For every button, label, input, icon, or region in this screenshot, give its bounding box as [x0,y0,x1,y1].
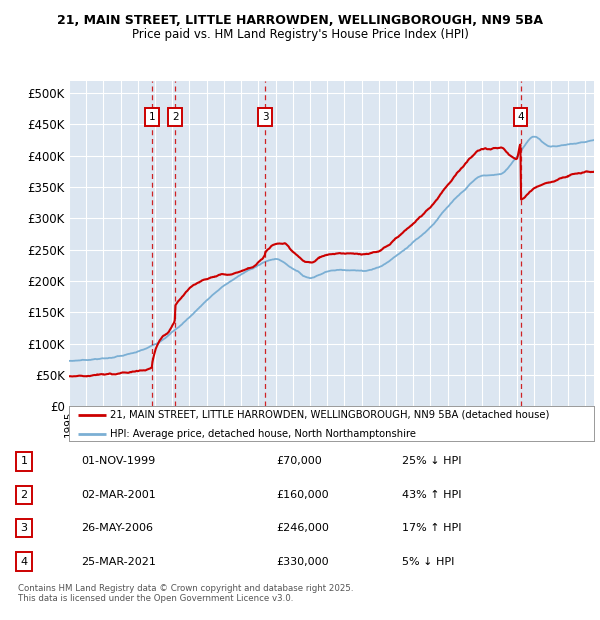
Text: This data is licensed under the Open Government Licence v3.0.: This data is licensed under the Open Gov… [18,593,293,603]
Text: £70,000: £70,000 [276,456,322,466]
Text: £246,000: £246,000 [276,523,329,533]
Text: 4: 4 [20,557,28,567]
Text: 3: 3 [20,523,28,533]
Text: Contains HM Land Registry data © Crown copyright and database right 2025.: Contains HM Land Registry data © Crown c… [18,584,353,593]
Text: 21, MAIN STREET, LITTLE HARROWDEN, WELLINGBOROUGH, NN9 5BA (detached house): 21, MAIN STREET, LITTLE HARROWDEN, WELLI… [110,410,550,420]
Text: £330,000: £330,000 [276,557,329,567]
Text: 2: 2 [20,490,28,500]
Text: 02-MAR-2001: 02-MAR-2001 [81,490,156,500]
Text: HPI: Average price, detached house, North Northamptonshire: HPI: Average price, detached house, Nort… [110,428,416,439]
Text: 25% ↓ HPI: 25% ↓ HPI [402,456,461,466]
Text: 1: 1 [149,112,155,122]
Text: 4: 4 [517,112,524,122]
Text: 3: 3 [262,112,269,122]
Text: 5% ↓ HPI: 5% ↓ HPI [402,557,454,567]
Text: 25-MAR-2021: 25-MAR-2021 [81,557,156,567]
Text: 26-MAY-2006: 26-MAY-2006 [81,523,153,533]
Text: Price paid vs. HM Land Registry's House Price Index (HPI): Price paid vs. HM Land Registry's House … [131,28,469,41]
Text: 17% ↑ HPI: 17% ↑ HPI [402,523,461,533]
Text: £160,000: £160,000 [276,490,329,500]
Text: 43% ↑ HPI: 43% ↑ HPI [402,490,461,500]
Text: 21, MAIN STREET, LITTLE HARROWDEN, WELLINGBOROUGH, NN9 5BA: 21, MAIN STREET, LITTLE HARROWDEN, WELLI… [57,14,543,27]
Text: 01-NOV-1999: 01-NOV-1999 [81,456,155,466]
Text: 2: 2 [172,112,179,122]
Text: 1: 1 [20,456,28,466]
